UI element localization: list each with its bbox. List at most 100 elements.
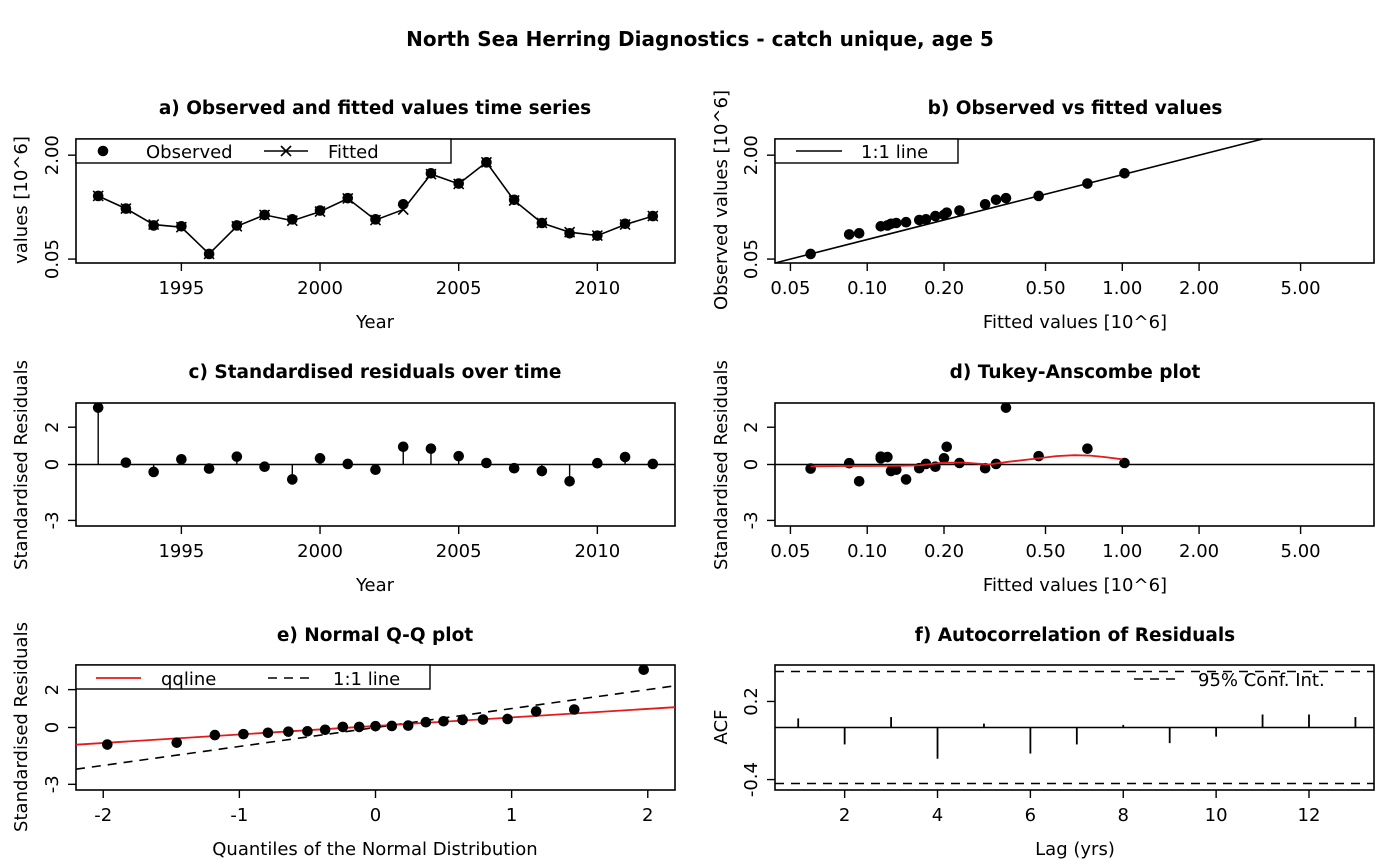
y-tick-label: -3: [42, 775, 63, 793]
x-tick-label: 0.10: [847, 278, 887, 299]
panel-f-acf: f) Autocorrelation of Residuals Lag (yrs)…: [711, 625, 1375, 860]
residual-point: [1000, 402, 1012, 413]
panel-title: f) Autocorrelation of Residuals: [915, 625, 1235, 646]
legend-conf-int-label: 95% Conf. Int.: [1198, 670, 1325, 691]
y-tick-label: 0: [741, 459, 762, 470]
residual-point: [453, 450, 464, 462]
x-tick-label: 4: [932, 805, 943, 826]
residual-point: [1119, 457, 1130, 469]
observed-point: [425, 168, 437, 179]
y-tick-label: -3: [42, 511, 63, 529]
qq-point: [262, 727, 274, 739]
x-tick-label: 5.00: [1281, 278, 1321, 299]
x-tick-label: 2.00: [1179, 278, 1219, 299]
residual-point: [397, 441, 409, 453]
x-tick-label: 0.50: [1025, 278, 1065, 299]
observed-point: [259, 209, 270, 221]
x-tick-label: 8: [1118, 805, 1129, 826]
residual-point: [287, 474, 298, 485]
observed-point: [370, 214, 381, 225]
x-tick-label: 10: [1205, 805, 1228, 826]
smoother-line: [810, 454, 1123, 468]
residual-point: [882, 451, 893, 463]
residual-point: [120, 457, 132, 468]
legend-qqline-label: qqline: [161, 669, 216, 690]
residual-point: [979, 462, 991, 474]
residual-point: [508, 462, 520, 474]
identity-line: [774, 138, 1263, 264]
residual-point: [900, 474, 912, 485]
x-axis-label: Year: [355, 312, 395, 333]
x-tick-label: 2010: [574, 541, 620, 562]
x-tick-label: 12: [1298, 805, 1321, 826]
qq-point: [353, 721, 365, 733]
panel-title: e) Normal Q-Q plot: [277, 625, 474, 646]
observed-point: [203, 248, 215, 260]
y-tick-label: 2: [42, 422, 63, 433]
residual-point: [890, 464, 902, 476]
residual-point: [92, 402, 104, 413]
panel-title: a) Observed and fitted values time serie…: [159, 98, 591, 119]
legend-observed-symbol: [97, 145, 109, 157]
residual-point: [481, 457, 492, 469]
observed-point: [564, 227, 575, 239]
x-tick-label: 0.05: [770, 541, 810, 562]
y-axis-label: Standardised Residuals: [11, 622, 32, 832]
y-tick-label: 0.05: [42, 239, 63, 279]
y-axis-label: ACF: [711, 710, 732, 745]
data-point: [920, 214, 932, 225]
x-tick-label: 1995: [158, 541, 204, 562]
qq-point: [302, 725, 313, 737]
residual-point: [148, 466, 159, 478]
data-point: [990, 194, 1002, 206]
panels: a) Observed and fitted values time serie…: [11, 90, 1375, 860]
x-tick-label: 5.00: [1281, 541, 1321, 562]
data-point: [1082, 178, 1093, 189]
data-point: [890, 217, 902, 229]
x-tick-label: 1.00: [1102, 278, 1142, 299]
x-tick-label: 0.20: [924, 278, 964, 299]
observed-point: [287, 214, 298, 225]
x-tick-label: 0: [370, 805, 381, 826]
qq-point: [438, 715, 449, 727]
y-axis-label: values [10^6]: [11, 136, 32, 264]
residual-point: [176, 453, 187, 465]
observed-point: [647, 210, 659, 222]
qq-point: [477, 714, 489, 725]
qq-point: [638, 664, 649, 676]
observed-point: [481, 157, 492, 168]
qq-point: [238, 728, 249, 740]
observed-point: [148, 220, 159, 231]
observed-point: [314, 205, 326, 216]
qq-point: [102, 739, 113, 750]
observed-point: [231, 220, 243, 231]
x-tick-label: 2000: [297, 541, 343, 562]
x-tick-label: -2: [94, 805, 112, 826]
residual-point: [1082, 443, 1093, 454]
observed-point: [592, 230, 603, 241]
legend-observed-label: Observed: [146, 142, 233, 163]
residual-point: [564, 475, 575, 487]
observed-point: [92, 190, 104, 202]
legend: qqline 1:1 line: [75, 664, 431, 690]
x-tick-label: 2.00: [1179, 541, 1219, 562]
panel-d-tukey-anscombe: d) Tukey-Anscombe plot Fitted values [10^…: [711, 360, 1375, 596]
x-tick-label: 0.50: [1025, 541, 1065, 562]
residual-point: [938, 453, 950, 464]
residual-point: [231, 451, 243, 462]
y-tick-label: -3: [741, 511, 762, 529]
residual-point: [314, 453, 326, 464]
panel-a-timeseries: a) Observed and fitted values time serie…: [11, 98, 676, 333]
qq-point: [402, 720, 414, 731]
legend-fitted-label: Fitted: [328, 142, 379, 163]
data-point: [954, 205, 965, 216]
observed-point: [397, 198, 409, 210]
panel-title: d) Tukey-Anscombe plot: [950, 362, 1201, 383]
residual-point: [853, 475, 865, 487]
data-point: [941, 207, 953, 218]
data-point: [1000, 192, 1012, 204]
panel-c-residuals-time: c) Standardised residuals over time Year S…: [11, 360, 676, 596]
y-tick-label: 2.00: [741, 135, 762, 175]
residual-point: [370, 464, 381, 476]
legend: Observed Fitted: [75, 138, 452, 164]
